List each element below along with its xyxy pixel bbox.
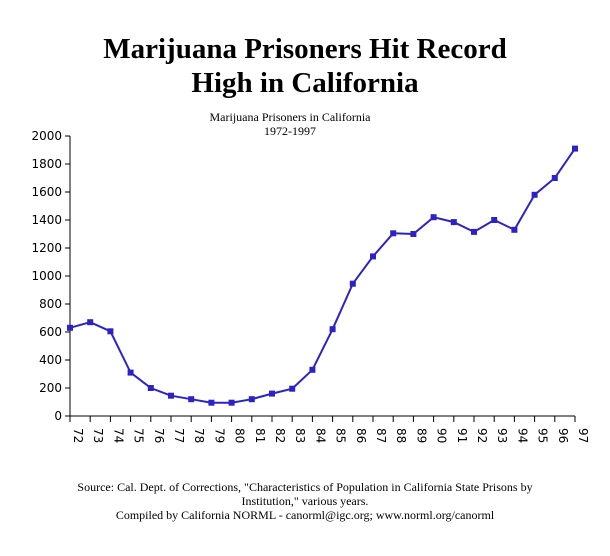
x-tick-label: 95 <box>536 428 550 443</box>
data-point <box>471 228 477 235</box>
data-point <box>430 214 437 221</box>
x-tick-label: 86 <box>354 428 368 443</box>
y-tick-label: 1600 <box>31 185 62 199</box>
x-tick-label: 83 <box>293 428 307 443</box>
y-tick-label: 1400 <box>31 213 62 227</box>
chart-footer: Source: Cal. Dept. of Corrections, "Char… <box>0 480 610 522</box>
x-tick-label: 77 <box>172 428 186 443</box>
x-tick-label: 85 <box>334 428 348 443</box>
data-point <box>127 369 134 376</box>
x-tick-label: 79 <box>212 428 226 443</box>
x-tick-label: 88 <box>394 428 408 443</box>
x-tick-label: 87 <box>374 428 388 443</box>
series-line <box>69 148 576 404</box>
x-tick-label: 76 <box>152 428 166 443</box>
y-tick-label: 1800 <box>31 157 62 171</box>
data-point <box>390 230 397 237</box>
x-tick-label: 89 <box>414 428 428 443</box>
y-tick-label: 600 <box>39 325 62 339</box>
data-point <box>450 219 457 226</box>
x-tick-label: 75 <box>132 428 146 443</box>
x-tick-label: 78 <box>192 428 206 443</box>
data-point <box>188 396 195 403</box>
data-point <box>491 217 498 223</box>
x-tick-label: 90 <box>435 428 449 443</box>
data-point <box>147 385 154 391</box>
subtitle-line-1: Marijuana Prisoners in California <box>209 110 371 124</box>
x-tick-label: 74 <box>111 428 125 443</box>
data-point <box>208 399 215 406</box>
data-point <box>572 145 578 152</box>
data-point <box>551 175 558 181</box>
compiled-line: Compiled by California NORML - canorml@i… <box>115 508 495 522</box>
data-point <box>289 385 296 392</box>
data-point <box>531 191 538 198</box>
x-tick-label: 94 <box>515 428 529 443</box>
y-tick-label: 200 <box>39 381 62 395</box>
y-tick-label: 400 <box>39 353 62 367</box>
data-point <box>349 280 356 287</box>
title-line-1: Marijuana Prisoners Hit Record <box>103 33 507 65</box>
data-point <box>370 253 376 260</box>
x-tick-label: 72 <box>71 428 85 443</box>
chart-subtitle: Marijuana Prisoners in California 1972-1… <box>140 110 440 138</box>
x-tick-label: 84 <box>313 428 327 443</box>
y-axis: 0 200 400 600 800 1000 1200 1400 1600 1800 2000 <box>31 129 71 423</box>
x-tick-label: 73 <box>91 428 105 443</box>
x-tick-label: 92 <box>475 428 489 443</box>
data-point <box>248 396 255 403</box>
data-point <box>228 399 235 406</box>
title-line-2: High in California <box>191 67 419 99</box>
data-point <box>107 328 114 335</box>
y-tick-label: 1200 <box>31 241 62 255</box>
y-tick-label: 1000 <box>31 269 62 283</box>
subtitle-line-2: 1972-1997 <box>264 124 316 138</box>
y-tick-label: 2000 <box>31 129 62 143</box>
x-tick-label: 82 <box>273 428 287 443</box>
data-point <box>329 326 336 333</box>
data-point <box>309 366 316 373</box>
data-point <box>87 319 94 326</box>
data-series <box>67 145 578 406</box>
source-line-2: Institution," various years. <box>241 494 369 508</box>
data-point <box>168 392 174 399</box>
x-tick-label: 81 <box>253 428 267 443</box>
x-axis: 72 73 74 75 76 77 78 79 80 81 82 83 84 85 86 87 88 89 90 91… <box>69 415 590 443</box>
data-point <box>410 231 417 237</box>
x-tick-label: 91 <box>455 428 469 443</box>
data-point <box>269 390 275 397</box>
data-point <box>511 226 518 233</box>
x-tick-label: 93 <box>495 428 509 443</box>
x-tick-label: 96 <box>556 428 570 443</box>
y-tick-label: 0 <box>54 409 62 423</box>
source-line-1: Source: Cal. Dept. of Corrections, "Char… <box>77 480 533 494</box>
x-tick-label: 80 <box>233 428 247 443</box>
y-tick-label: 800 <box>39 297 62 311</box>
data-point <box>67 324 73 331</box>
x-tick-label: 97 <box>576 428 590 443</box>
chart-title: Marijuana Prisoners Hit Record High in C… <box>0 32 610 100</box>
